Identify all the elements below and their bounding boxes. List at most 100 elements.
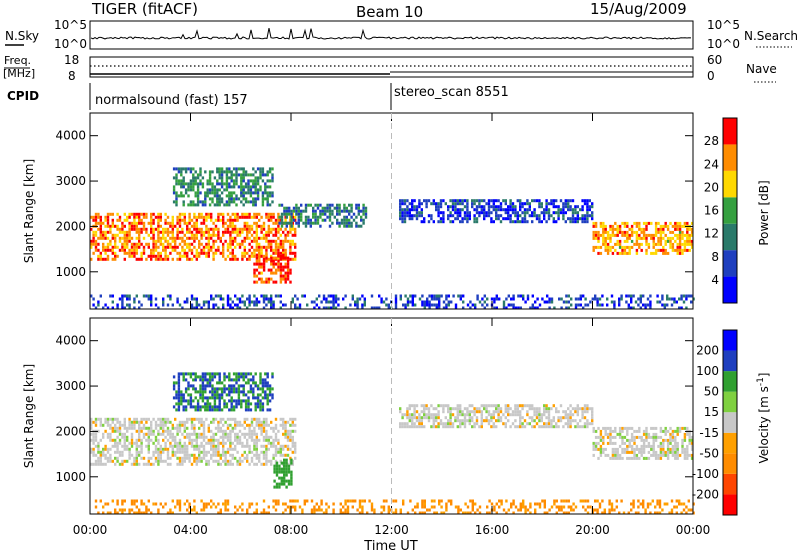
range-gate-cell [480,419,483,423]
range-gate-cell [102,435,105,439]
range-gate-cell [142,215,146,219]
range-gate-cell [604,432,607,436]
range-gate-cell [175,173,178,177]
range-gate-cell [512,306,515,310]
range-gate-cell [442,404,445,408]
range-gate-cell [234,257,237,261]
range-gate-cell [272,306,275,310]
range-gate-cell [495,511,498,515]
range-gate-cell [249,402,253,406]
range-gate-cell [586,303,590,307]
range-gate-cell [274,438,278,442]
range-gate-cell [596,511,599,515]
range-gate-cell [282,239,285,243]
range-gate-cell [196,185,200,189]
range-gate-cell [574,297,578,301]
range-gate-cell [562,202,565,206]
range-gate-cell [133,221,136,225]
range-gate-cell [297,224,300,228]
range-gate-cell [123,230,126,234]
range-gate-cell [649,303,652,307]
range-gate-cell [462,511,465,515]
range-gate-cell [514,404,517,408]
range-gate-cell [231,221,234,225]
range-gate-cell [181,245,184,249]
range-gate-cell [190,294,194,298]
range-gate-cell [267,459,270,463]
range-gate-cell [602,426,605,430]
range-gate-cell [222,447,225,451]
range-gate-cell [250,459,254,463]
range-gate-cell [534,511,537,515]
range-gate-cell [418,413,421,417]
power-frame [89,112,694,310]
range-gate-cell [159,251,162,255]
range-gate-cell [237,396,241,400]
range-gate-cell [157,227,160,231]
range-gate-cell [485,202,488,206]
range-gate-cell [231,456,234,460]
range-gate-cell [473,422,476,426]
range-gate-cell [456,202,459,206]
range-gate-cell [157,450,160,454]
range-gate-cell [258,438,261,442]
range-gate-cell [647,450,651,454]
range-gate-cell [199,167,202,171]
range-gate-cell [630,294,633,298]
range-gate-cell [439,217,443,221]
range-gate-cell [609,426,612,430]
range-gate-cell [608,511,611,515]
range-gate-cell [638,426,641,430]
range-gate-cell [255,417,258,421]
range-gate-cell [661,294,664,298]
range-gate-cell [114,441,117,445]
range-gate-cell [104,502,107,506]
range-gate-cell [135,251,138,255]
range-gate-cell [116,456,119,460]
range-gate-cell [178,215,182,219]
range-gate-cell [599,450,603,454]
range-gate-cell [180,167,183,171]
range-gate-cell [285,467,288,471]
range-gate-cell [599,447,603,451]
range-gate-cell [222,438,225,442]
range-gate-cell [555,410,558,414]
range-gate-cell [190,462,194,466]
range-gate-cell [116,420,119,424]
range-gate-cell [334,294,338,298]
range-gate-cell [90,215,93,219]
range-gate-cell [196,405,200,409]
range-gate-cell [426,297,429,301]
range-gate-cell [259,399,262,403]
range-gate-cell [414,511,417,515]
range-gate-cell [211,191,214,195]
range-gate-cell [225,203,229,207]
range-gate-cell [234,212,237,216]
range-gate-cell [519,306,522,310]
range-gate-cell [526,294,530,298]
range-gate-cell [133,254,136,258]
range-gate-cell [267,212,270,216]
range-gate-cell [635,242,639,246]
range-gate-cell [421,303,424,307]
range-gate-cell [601,303,604,307]
range-gate-cell [183,429,186,433]
echo-band-0 [90,212,297,261]
range-gate-cell [261,194,265,198]
range-gate-cell [284,423,287,427]
range-gate-cell [200,423,203,427]
range-gate-cell [226,297,230,301]
range-gate-cell [207,245,210,249]
range-gate-cell [262,297,266,301]
range-gate-cell [278,221,281,225]
range-gate-cell [399,211,402,215]
range-gate-cell [497,217,500,221]
range-gate-cell [219,453,222,457]
range-gate-cell [231,447,234,451]
range-gate-cell [463,407,467,411]
range-gate-cell [289,230,292,234]
range-gate-cell [220,167,224,171]
range-gate-cell [640,438,643,442]
range-gate-cell [222,212,225,216]
range-gate-cell [300,212,303,216]
